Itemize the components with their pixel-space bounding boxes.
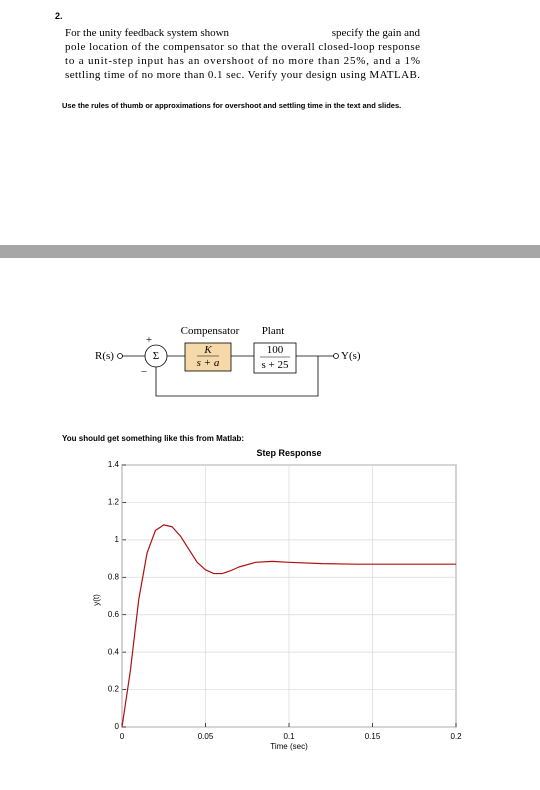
plant-denominator: s + 25 (262, 359, 289, 371)
input-label: R(s) (95, 350, 114, 362)
line-series (121, 524, 456, 728)
paragraph-line: specify the gain and (332, 27, 421, 39)
y-tick-label: 0.4 (108, 647, 120, 656)
y-tick-label: 0.6 (108, 610, 120, 619)
x-tick-label: 0.2 (450, 732, 462, 741)
y-tick-label: 0 (115, 722, 120, 731)
caption: You should get something like this from … (62, 434, 244, 443)
output-node (333, 353, 339, 359)
y-tick-label: 1.4 (108, 460, 120, 469)
compensator-numerator: K (203, 344, 212, 356)
y-tick-label: 1 (115, 535, 120, 544)
y-axis-label: y(t) (92, 594, 101, 606)
plant-numerator: 100 (267, 344, 284, 356)
paragraph-line: pole location of the compensator so that… (65, 41, 420, 53)
note: Use the rules of thumb or approximations… (62, 101, 401, 110)
paragraph-line: For the unity feedback system shown (65, 27, 230, 39)
paragraph-line: settling time of no more than 0.1 sec. V… (65, 69, 420, 81)
x-axis-label: Time (sec) (270, 742, 308, 751)
problem-number: 2. (55, 11, 63, 21)
compensator-block (184, 342, 232, 372)
plant-block (253, 342, 297, 374)
y-tick-label: 0.8 (108, 572, 120, 581)
feedback-path (155, 356, 319, 397)
compensator-denominator: s + a (197, 357, 220, 369)
separator (0, 245, 540, 258)
compensator-label: Compensator (181, 325, 240, 337)
x-tick-label: 0.1 (283, 732, 295, 741)
paragraph-line: to a unit-step input has an overshoot of… (65, 55, 420, 67)
plus-sign: + (146, 334, 152, 346)
block-diagram (117, 342, 339, 397)
x-tick-label: 0.05 (198, 732, 214, 741)
x-tick-label: 0 (120, 732, 125, 741)
minus-sign: − (141, 366, 147, 378)
x-tick-label: 0.15 (365, 732, 381, 741)
chart-title: Step Response (256, 448, 321, 458)
output-label: Y(s) (341, 350, 361, 362)
plant-label: Plant (262, 325, 285, 337)
diagram-labels: R(s) Σ + − Compensator K s + a Plant 100… (95, 325, 361, 378)
input-node (117, 353, 123, 359)
y-tick-label: 0.2 (108, 685, 120, 694)
y-tick-label: 1.2 (108, 498, 120, 507)
sum-label: Σ (153, 350, 159, 362)
